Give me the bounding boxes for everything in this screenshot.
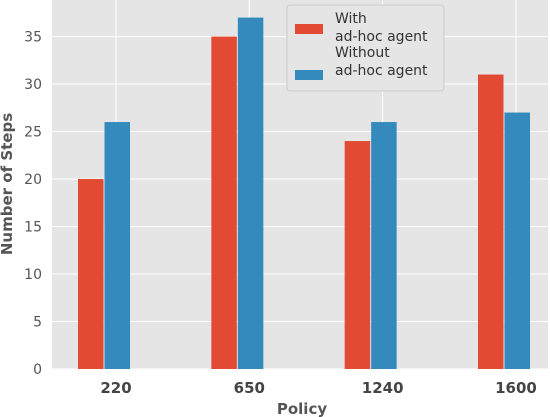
y-tick-label: 20 bbox=[24, 172, 42, 188]
bar-with-agent-1600 bbox=[477, 74, 504, 369]
bar-with-agent-220 bbox=[78, 179, 104, 369]
bar-with-agent-650 bbox=[211, 36, 237, 369]
legend-box bbox=[286, 4, 445, 92]
legend-label: Without bbox=[335, 45, 390, 61]
y-tick-label: 5 bbox=[33, 315, 42, 331]
x-tick-label: 1600 bbox=[495, 379, 537, 397]
bar-without-agent-1240 bbox=[371, 122, 397, 369]
y-tick-label: 30 bbox=[24, 77, 42, 93]
y-tick-label: 25 bbox=[24, 125, 42, 141]
legend-swatch bbox=[295, 70, 323, 80]
y-tick-label: 10 bbox=[24, 267, 42, 283]
x-axis-ticks: 220 650 1240 1600 bbox=[100, 379, 537, 397]
y-tick-label: 15 bbox=[24, 220, 42, 236]
legend-swatch bbox=[295, 24, 323, 34]
y-axis-title: Number of Steps bbox=[0, 113, 16, 255]
y-tick-label: 0 bbox=[33, 362, 42, 378]
y-axis-ticks: 0 5 10 15 20 25 30 35 bbox=[24, 30, 42, 378]
x-axis-title: Policy bbox=[277, 400, 327, 417]
bars bbox=[78, 17, 530, 369]
x-tick-label: 220 bbox=[100, 379, 131, 397]
legend-label: ad-hoc agent bbox=[335, 63, 428, 79]
legend-label: With bbox=[335, 11, 367, 27]
bar-without-agent-1600 bbox=[504, 112, 530, 369]
bar-with-agent-1240 bbox=[344, 141, 371, 369]
bar-without-agent-650 bbox=[237, 17, 264, 369]
legend-label: ad-hoc agent bbox=[335, 29, 428, 45]
x-tick-label: 1240 bbox=[362, 379, 404, 397]
bar-without-agent-220 bbox=[104, 122, 130, 369]
y-tick-label: 35 bbox=[24, 30, 42, 46]
x-tick-label: 650 bbox=[234, 379, 265, 397]
